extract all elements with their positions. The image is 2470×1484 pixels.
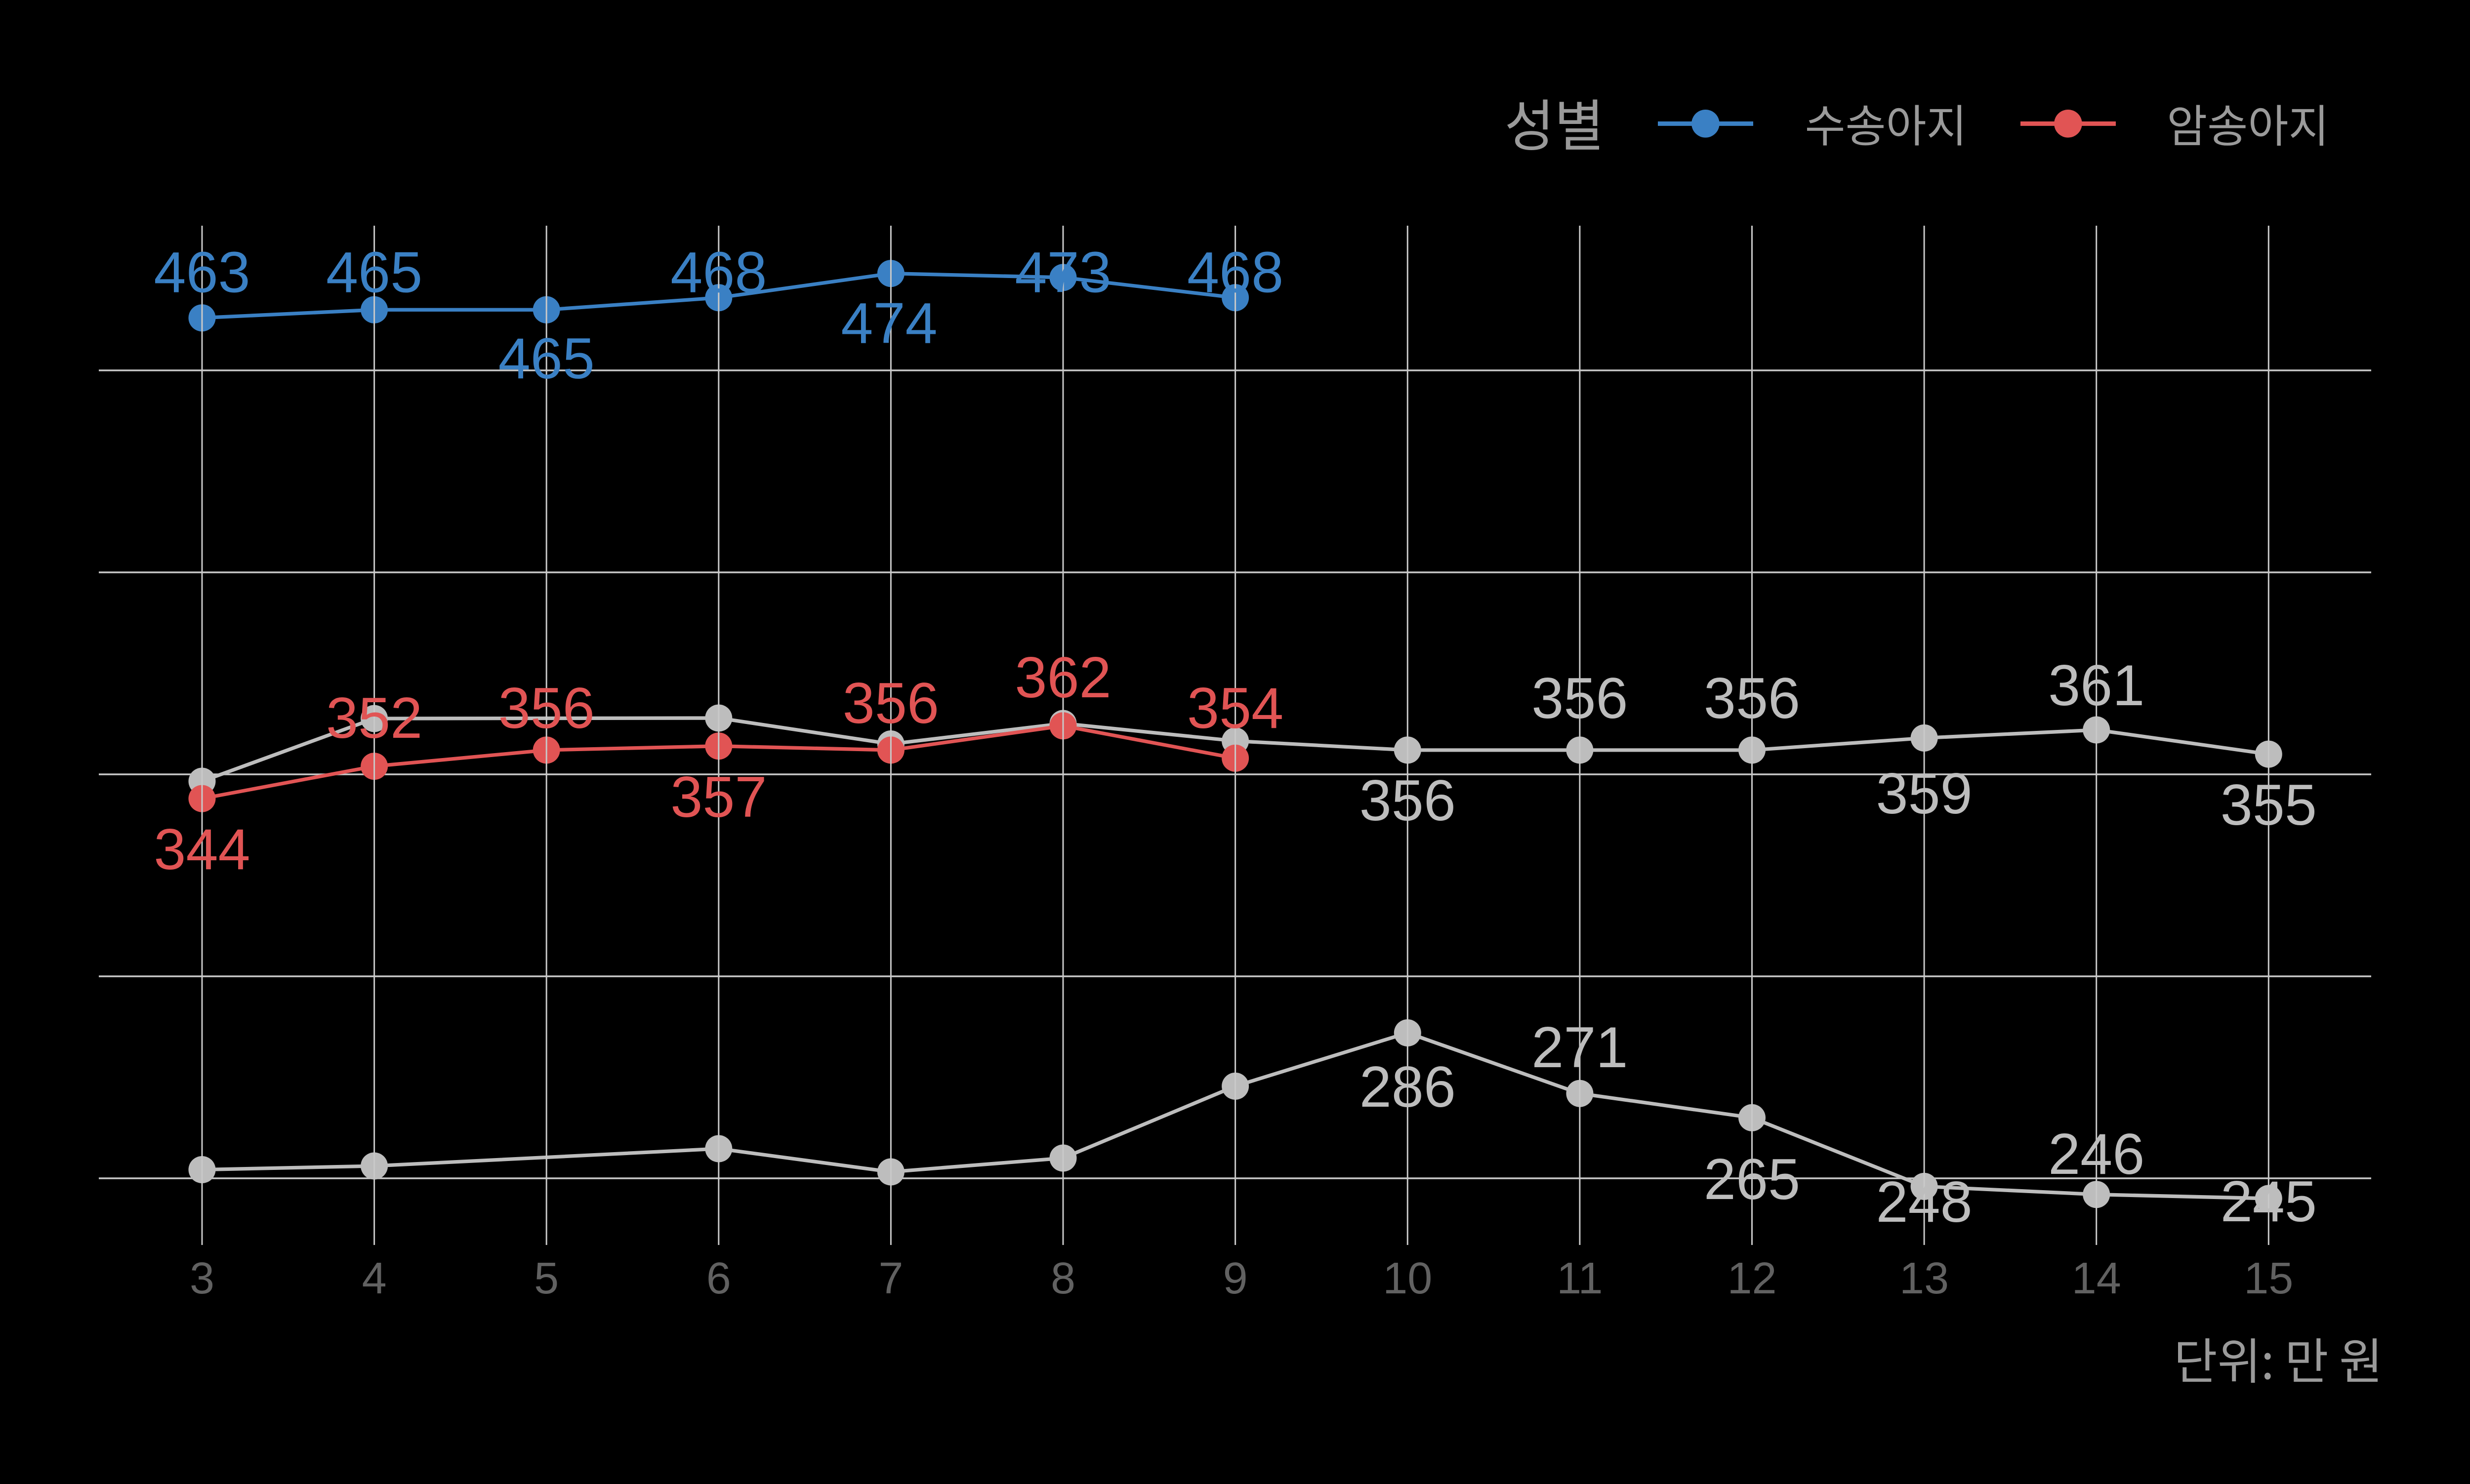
svg-text:11: 11 [1557,1254,1603,1303]
svg-text:265: 265 [1704,1147,1800,1211]
svg-text:465: 465 [498,326,595,391]
svg-text:357: 357 [670,764,767,829]
svg-text:356: 356 [843,671,939,735]
svg-text:8: 8 [1051,1254,1075,1303]
svg-text:9: 9 [1223,1254,1248,1303]
svg-text:356: 356 [498,676,595,740]
svg-text:468: 468 [1187,240,1283,305]
svg-text:14: 14 [2072,1254,2121,1303]
svg-text:6: 6 [706,1254,731,1303]
svg-text:352: 352 [326,685,422,750]
svg-text:344: 344 [154,817,250,882]
svg-text:271: 271 [1531,1015,1628,1080]
svg-text:245: 245 [2221,1169,2317,1234]
svg-text:356: 356 [1359,768,1456,833]
svg-text:246: 246 [2048,1122,2144,1186]
svg-text:463: 463 [154,240,250,305]
svg-text:3: 3 [190,1254,214,1303]
svg-text:473: 473 [1015,240,1111,305]
svg-text:5: 5 [534,1254,559,1303]
svg-text:12: 12 [1727,1254,1776,1303]
svg-text:10: 10 [1383,1254,1432,1303]
svg-text:4: 4 [362,1254,387,1303]
svg-text:359: 359 [1876,761,1972,826]
svg-text:468: 468 [670,240,767,305]
svg-text:474: 474 [841,290,937,355]
svg-text:248: 248 [1876,1169,1972,1234]
svg-text:354: 354 [1187,676,1283,740]
svg-text:465: 465 [326,240,422,305]
svg-text:355: 355 [2221,772,2317,837]
svg-text:356: 356 [1704,666,1800,730]
svg-text:362: 362 [1015,645,1111,710]
svg-text:356: 356 [1531,666,1628,730]
svg-text:361: 361 [2048,653,2144,718]
svg-text:286: 286 [1359,1054,1456,1119]
svg-text:7: 7 [878,1254,903,1303]
svg-text:15: 15 [2244,1254,2293,1303]
svg-text:13: 13 [1899,1254,1949,1303]
